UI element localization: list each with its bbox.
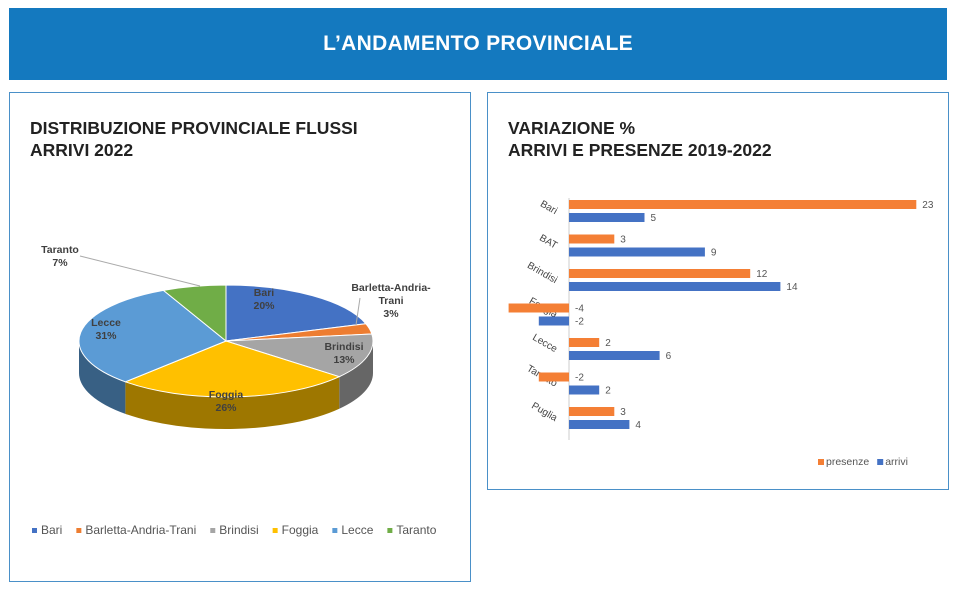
bar-arrivi-lecce <box>569 351 660 360</box>
pie-slice-brindisi <box>225 333 374 378</box>
legend-label-brindisi: Brindisi <box>219 523 258 537</box>
page-banner: L’ANDAMENTO PROVINCIALE <box>9 8 947 80</box>
category-label-bat: BAT <box>537 233 559 252</box>
bar-arrivi-taranto <box>569 385 600 395</box>
pie-side-lecce <box>79 341 126 414</box>
pie-leader-line <box>355 297 361 326</box>
category-label-bari: Bari <box>538 199 559 217</box>
legend-label-arrivi: arrivi <box>885 456 908 468</box>
category-label-brindisi: Brindisi <box>525 260 559 286</box>
pie-chart: Bari 20% Barletta-Andria-Trani 3% Brindisi 13… <box>32 244 437 537</box>
pie-side-foggia <box>125 376 340 429</box>
pie-data-label: Taranto 7% <box>41 244 79 269</box>
pie-title: DISTRIBUZIONE PROVINCIALE FLUSSI ARRIVI … <box>30 118 358 160</box>
data-label: 2 <box>605 338 611 349</box>
legend-label-taranto: Taranto <box>396 523 436 537</box>
data-label: -4 <box>575 304 584 315</box>
pie-slice-foggia <box>123 340 341 398</box>
bar-presenze-bat <box>569 234 615 244</box>
pie-data-label: Bari 20% <box>253 287 275 312</box>
pie-data-label: Lecce 31% <box>91 317 121 342</box>
data-label: 9 <box>711 248 717 259</box>
data-label: 23 <box>922 200 934 211</box>
bar-presenze-lecce <box>569 338 600 347</box>
bar-arrivi-brindisi <box>569 282 781 291</box>
pie-data-label: Foggia 26% <box>209 389 244 414</box>
legend-swatch <box>76 528 82 533</box>
legend-label-lecce: Lecce <box>341 523 373 537</box>
legend-swatch <box>387 528 393 533</box>
legend-swatch <box>818 459 824 465</box>
bar-arrivi-bat <box>569 247 705 257</box>
legend-label-presenze: presenze <box>826 456 869 468</box>
bar-presenze-bari <box>569 200 917 209</box>
bar-arrivi-foggia <box>538 316 569 326</box>
bar-presenze-foggia <box>508 303 569 313</box>
data-label: -2 <box>575 317 584 328</box>
data-label: 6 <box>666 351 672 362</box>
bar-presenze-taranto <box>538 372 569 382</box>
legend-swatch <box>32 528 37 533</box>
legend-label-barletta-andria-trani: Barletta-Andria-Trani <box>85 523 196 537</box>
legend-swatch <box>877 459 884 465</box>
bar-arrivi-puglia <box>569 420 630 429</box>
data-label: 3 <box>620 407 626 418</box>
pie-slice-lecce <box>78 289 227 383</box>
data-label: 4 <box>635 420 641 431</box>
pie-data-label: Barletta-Andria-Trani 3% <box>351 282 431 320</box>
bar-panel: VARIAZIONE % ARRIVI E PRESENZE 2019-2022… <box>487 92 949 490</box>
legend-label-foggia: Foggia <box>282 523 319 537</box>
legend-swatch <box>272 528 278 533</box>
pie-slice-taranto <box>162 284 227 343</box>
data-label: 2 <box>605 386 611 397</box>
data-label: 14 <box>786 282 798 293</box>
bar-presenze-brindisi <box>569 269 751 278</box>
legend-swatch <box>210 528 216 533</box>
legend-swatch <box>332 528 338 533</box>
data-label: -2 <box>575 373 584 384</box>
bar-presenze-puglia <box>569 407 615 416</box>
pie-panel: DISTRIBUZIONE PROVINCIALE FLUSSI ARRIVI … <box>9 92 471 582</box>
data-label: 12 <box>756 269 768 280</box>
bar-title: VARIAZIONE % ARRIVI E PRESENZE 2019-2022 <box>508 118 772 160</box>
pie-slice-bari <box>225 284 367 342</box>
legend-label-bari: Bari <box>41 523 62 537</box>
category-label-lecce: Lecce <box>530 332 559 355</box>
pie-data-label: Brindisi 13% <box>324 341 363 366</box>
bar-chart: Bari235BAT39Brindisi1214Foggia-4-2Lecce2… <box>508 198 934 468</box>
data-label: 3 <box>620 235 626 246</box>
pie-side-brindisi <box>339 341 373 409</box>
data-label: 5 <box>651 213 657 224</box>
category-label-puglia: Puglia <box>529 401 559 425</box>
pie-leader-line <box>79 255 201 287</box>
bar-arrivi-bari <box>569 213 645 222</box>
